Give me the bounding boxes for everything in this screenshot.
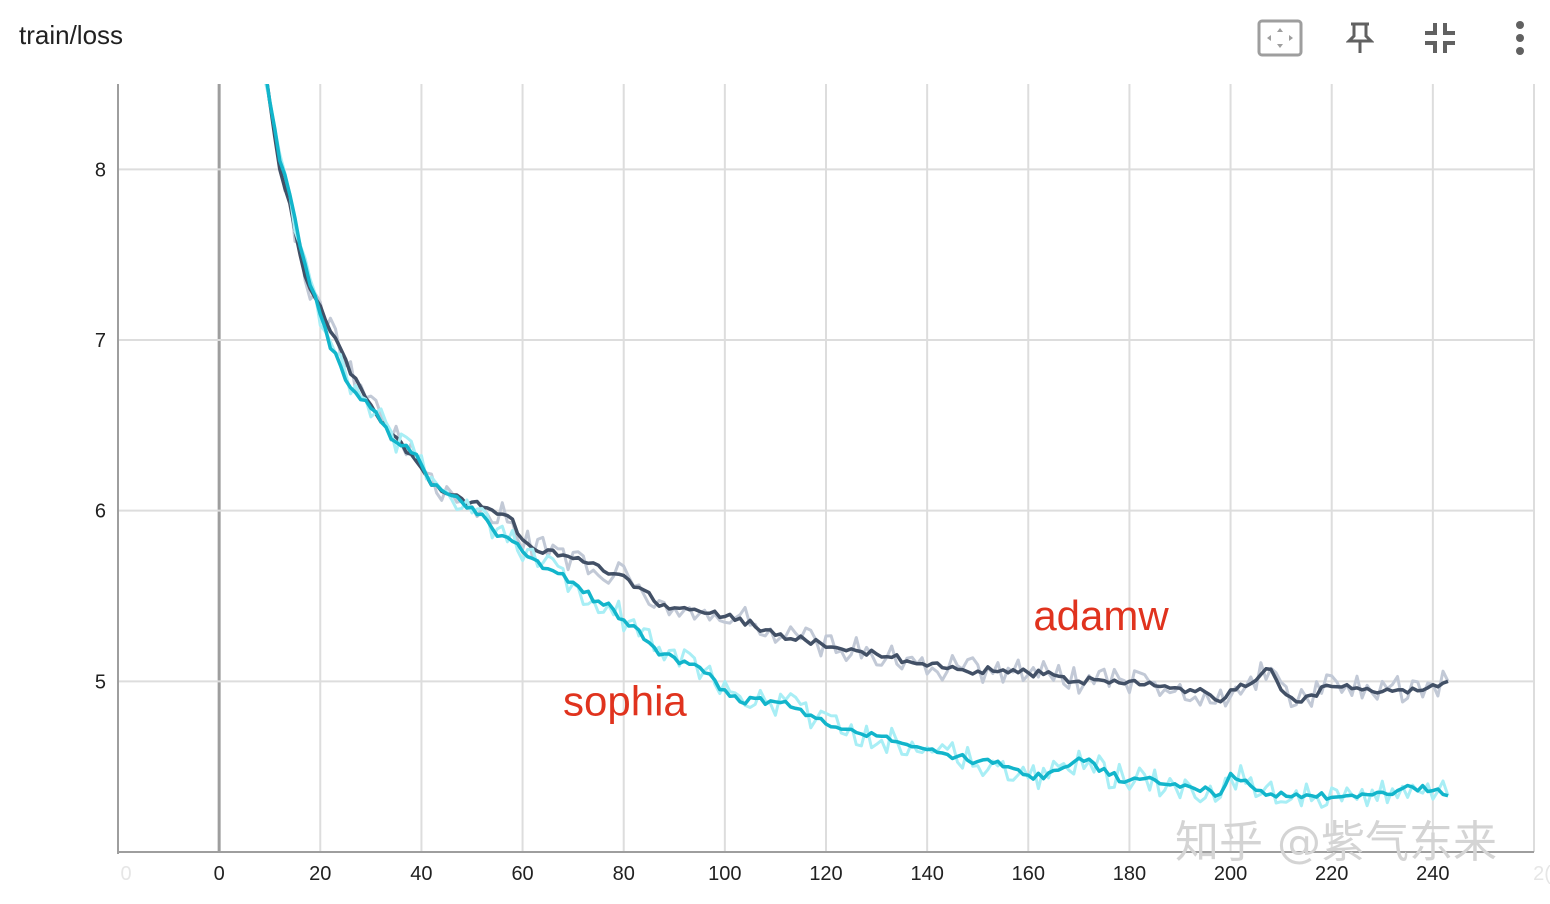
x-tick-label: 180: [1113, 863, 1146, 885]
chart-labels: adamw sophia: [563, 592, 1169, 724]
collapse-icon: [1425, 23, 1455, 53]
sophia-series-line: [265, 84, 1449, 801]
card-title: train/loss: [19, 20, 124, 50]
watermark-text: 知乎 @紫气东来: [1175, 817, 1497, 868]
x-tick-label: 120: [809, 863, 842, 885]
sophia-label: sophia: [563, 677, 687, 724]
chart-series: [264, 84, 1450, 809]
x-tick-label: 160: [1012, 863, 1045, 885]
pin-icon: [1346, 22, 1374, 53]
y-tick-label: 7: [95, 330, 106, 352]
collapse-button[interactable]: [1416, 16, 1464, 60]
x-tick-label: 60: [511, 863, 533, 885]
y-tick-label: 5: [95, 671, 106, 693]
chart-grid: [118, 84, 1535, 852]
x-tick-label: 0: [214, 863, 225, 885]
more-options-button[interactable]: [1496, 16, 1544, 60]
adamw-label: adamw: [1033, 592, 1169, 639]
sophia-raw-line: [264, 84, 1450, 809]
x-tick-label: 200: [1214, 863, 1247, 885]
x-tick-label: 240: [1416, 863, 1449, 885]
fit-to-data-icon: [1257, 19, 1303, 57]
more-vert-icon: [1516, 21, 1524, 55]
x-tick-label: 100: [708, 863, 741, 885]
x-tick-label-faded: 0: [120, 863, 131, 885]
x-tick-label-faded: 2(: [1533, 863, 1550, 885]
y-tick-label: 8: [95, 159, 106, 181]
y-tick-label: 6: [95, 501, 106, 523]
pin-button[interactable]: [1336, 16, 1384, 60]
fit-domain-button[interactable]: [1256, 16, 1304, 60]
x-tick-label: 80: [613, 863, 635, 885]
adamw-series-line: [265, 84, 1449, 704]
x-tick-label: 220: [1315, 863, 1348, 885]
x-tick-label: 20: [309, 863, 331, 885]
x-tick-label: 140: [910, 863, 943, 885]
chart-axes: 0 20 40 60 80 100 120 140 160 180 200 220 240 0 2( 5 6 7 8: [95, 84, 1550, 885]
x-tick-label: 40: [410, 863, 432, 885]
card-toolbar: [1240, 16, 1540, 64]
